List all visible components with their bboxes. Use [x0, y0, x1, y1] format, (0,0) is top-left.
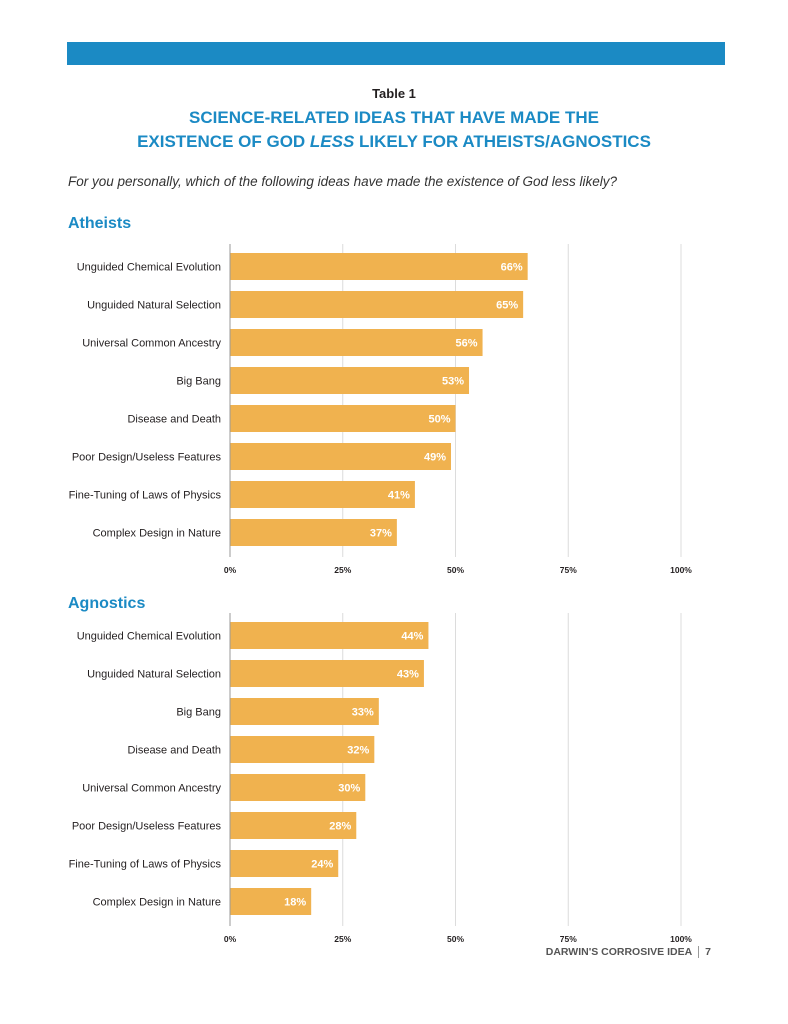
- data-label: 37%: [370, 528, 392, 540]
- category-label: Big Bang: [176, 707, 221, 719]
- bar: [230, 291, 524, 318]
- title-line-2-start: EXISTENCE OF GOD: [137, 132, 310, 151]
- agnostics-chart: Unguided Chemical Evolution 44% Unguided N…: [0, 613, 788, 943]
- category-label: Unguided Chemical Evolution: [77, 631, 221, 643]
- title-line-2-end: LIKELY FOR ATHEISTS/AGNOSTICS: [354, 132, 651, 151]
- bar: [230, 443, 451, 470]
- data-label: 50%: [428, 414, 450, 426]
- category-label: Fine-Tuning of Laws of Physics: [69, 490, 222, 502]
- category-label: Universal Common Ancestry: [82, 783, 221, 795]
- category-label: Complex Design in Nature: [93, 897, 221, 909]
- atheists-chart: Unguided Chemical Evolution 66% Unguided N…: [0, 244, 788, 576]
- bar: [230, 481, 415, 508]
- data-label: 24%: [311, 859, 333, 871]
- title-line-2: EXISTENCE OF GOD LESS LIKELY FOR ATHEIST…: [0, 130, 788, 154]
- data-label: 28%: [329, 821, 351, 833]
- category-label: Unguided Chemical Evolution: [77, 262, 221, 274]
- tick-label: 0%: [224, 934, 237, 943]
- tick-label: 50%: [447, 565, 464, 575]
- category-label: Unguided Natural Selection: [87, 669, 221, 681]
- bar: [230, 622, 429, 649]
- agnostics-heading: Agnostics: [68, 595, 146, 612]
- bar: [230, 660, 424, 687]
- tick-label: 75%: [560, 565, 577, 575]
- tick-label: 0%: [224, 565, 237, 575]
- data-label: 66%: [501, 262, 523, 274]
- data-label: 44%: [401, 631, 423, 643]
- data-label: 65%: [496, 300, 518, 312]
- atheists-chart-svg: Unguided Chemical Evolution 66% Unguided N…: [69, 244, 692, 575]
- data-label: 49%: [424, 452, 446, 464]
- bar: [230, 850, 339, 877]
- category-label: Disease and Death: [127, 414, 221, 426]
- survey-question: For you personally, which of the followi…: [68, 174, 618, 189]
- category-label: Big Bang: [176, 376, 221, 388]
- category-label: Poor Design/Useless Features: [72, 821, 222, 833]
- category-label: Disease and Death: [127, 745, 221, 757]
- tick-label: 50%: [447, 934, 464, 943]
- bar: [230, 812, 357, 839]
- tick-label: 25%: [334, 934, 351, 943]
- bar: [230, 736, 375, 763]
- data-label: 41%: [388, 490, 410, 502]
- title-line-1: SCIENCE-RELATED IDEAS THAT HAVE MADE THE: [189, 108, 599, 127]
- tick-label: 100%: [670, 565, 692, 575]
- agnostics-chart-svg: Unguided Chemical Evolution 44% Unguided N…: [69, 613, 692, 943]
- category-label: Poor Design/Useless Features: [72, 452, 222, 464]
- data-label: 53%: [442, 376, 464, 388]
- bar: [230, 329, 483, 356]
- data-label: 43%: [397, 669, 419, 681]
- footer-title: DARWIN'S CORROSIVE IDEA: [545, 946, 693, 958]
- data-label: 30%: [338, 783, 360, 795]
- bar: [230, 367, 470, 394]
- title-line-2-emphasis: LESS: [309, 132, 355, 151]
- data-label: 33%: [352, 707, 374, 719]
- bar: [230, 888, 312, 915]
- bar: [230, 253, 528, 280]
- category-label: Universal Common Ancestry: [82, 338, 221, 350]
- tick-label: 25%: [334, 565, 351, 575]
- category-label: Complex Design in Nature: [93, 528, 221, 540]
- bar: [230, 519, 397, 546]
- atheists-heading: Atheists: [68, 215, 132, 232]
- data-label: 56%: [456, 338, 478, 350]
- tick-label: 100%: [670, 934, 692, 943]
- data-label: 18%: [284, 897, 306, 909]
- footer-divider: [698, 946, 700, 959]
- bar: [230, 405, 456, 432]
- table-label: Table 1: [372, 86, 416, 101]
- tick-label: 75%: [560, 934, 577, 943]
- page-title: SCIENCE-RELATED IDEAS THAT HAVE MADE THE…: [0, 106, 788, 154]
- page-footer: DARWIN'S CORROSIVE IDEA 7: [0, 946, 711, 959]
- bar: [230, 698, 379, 725]
- category-label: Unguided Natural Selection: [87, 300, 221, 312]
- header-color-bar: [67, 42, 725, 65]
- data-label: 32%: [347, 745, 369, 757]
- page-number: 7: [705, 946, 711, 958]
- category-label: Fine-Tuning of Laws of Physics: [69, 859, 222, 871]
- bar: [230, 774, 366, 801]
